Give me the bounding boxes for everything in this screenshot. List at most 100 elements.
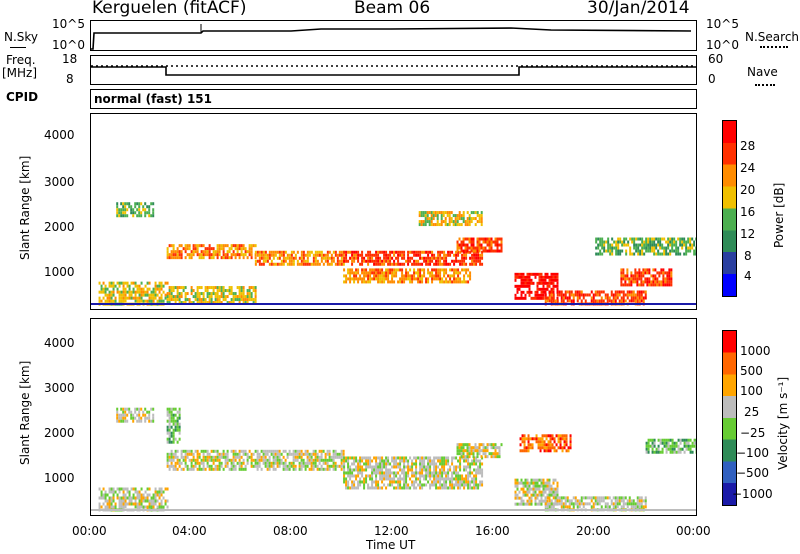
heatmap-cell <box>454 220 457 224</box>
heatmap-cell <box>152 296 155 300</box>
heatmap-cell <box>168 419 171 423</box>
heatmap-cell <box>481 468 484 472</box>
heatmap-cell <box>154 499 157 503</box>
heatmap-cell <box>636 499 639 503</box>
heatmap-cell <box>665 441 668 445</box>
heatmap-cell <box>611 249 614 253</box>
heatmap-cell <box>614 299 617 303</box>
heatmap-cell <box>419 256 422 260</box>
heatmap-cell <box>142 499 145 503</box>
heatmap-cell <box>659 237 662 241</box>
heatmap-cell <box>431 280 434 284</box>
heatmap-cell <box>435 271 438 275</box>
heatmap-cell <box>449 280 452 284</box>
heatmap-cell <box>481 250 484 254</box>
heatmap-cell <box>146 293 149 297</box>
heatmap-cell <box>632 505 635 509</box>
heatmap-cell <box>693 240 696 244</box>
heatmap-cell <box>140 496 143 500</box>
heatmap-cell <box>200 286 203 290</box>
heatmap-cell <box>500 443 503 447</box>
heatmap-cell <box>423 250 426 254</box>
heatmap-cell <box>494 452 497 456</box>
heatmap-cell <box>144 413 147 417</box>
heatmap-cell <box>401 468 404 472</box>
heatmap-cell <box>148 299 151 303</box>
heatmap-cell <box>369 462 372 466</box>
heatmap-cell <box>549 440 552 444</box>
heatmap-cell <box>138 284 141 288</box>
heatmap-cell <box>124 211 127 215</box>
heatmap-cell <box>561 437 564 441</box>
heatmap-cell <box>616 290 619 294</box>
heatmap-cell <box>460 449 463 453</box>
heatmap-cell <box>536 478 539 482</box>
heatmap-cell <box>552 493 555 497</box>
heatmap-cell <box>580 499 583 503</box>
heatmap-cell <box>476 237 479 241</box>
heatmap-cell <box>431 250 434 254</box>
heatmap-cell <box>347 277 350 281</box>
heatmap-cell <box>482 246 485 250</box>
heatmap-cell <box>622 296 625 300</box>
heatmap-cell <box>643 243 646 247</box>
heatmap-cell <box>134 496 137 500</box>
heatmap-cell <box>140 499 143 503</box>
heatmap-cell <box>158 505 161 509</box>
heatmap-cell <box>290 452 293 456</box>
heatmap-cell <box>174 407 177 411</box>
heatmap-cell <box>136 299 139 303</box>
heatmap-cell <box>620 505 623 509</box>
heatmap-cell <box>451 268 454 272</box>
heatmap-cell <box>608 296 611 300</box>
heatmap-cell <box>194 458 197 462</box>
heatmap-cell <box>526 272 529 276</box>
heatmap-cell <box>524 478 527 482</box>
heatmap-cell <box>671 441 674 445</box>
heatmap-cell <box>216 256 219 260</box>
heatmap-cell <box>488 452 491 456</box>
heatmap-cell <box>630 290 633 294</box>
heatmap-cell <box>198 298 201 302</box>
heatmap-cell <box>116 496 119 500</box>
heatmap-cell <box>405 471 408 475</box>
heatmap-cell <box>548 496 551 500</box>
heatmap-cell <box>102 281 105 285</box>
heatmap-cell <box>560 296 563 300</box>
heatmap-cell <box>150 214 153 218</box>
heatmap-cell <box>160 499 163 503</box>
heatmap-cell <box>421 250 424 254</box>
heatmap-cell <box>132 296 135 300</box>
heatmap-cell <box>592 505 595 509</box>
heatmap-cell <box>644 505 647 509</box>
heatmap-cell <box>574 502 577 506</box>
heatmap-cell <box>424 214 427 218</box>
heatmap-cell <box>565 434 568 438</box>
heatmap-cell <box>180 301 183 305</box>
heatmap-cell <box>429 456 432 460</box>
heatmap-cell <box>296 250 299 254</box>
heatmap-cell <box>383 262 386 266</box>
heatmap-cell <box>294 455 297 459</box>
heatmap-cell <box>194 244 197 248</box>
heatmap-cell <box>546 496 549 500</box>
heatmap-cell <box>626 502 629 506</box>
heatmap-cell <box>206 295 209 299</box>
heatmap-cell <box>576 505 579 509</box>
heatmap-cell <box>460 452 463 456</box>
heatmap-cell <box>419 274 422 278</box>
heatmap-cell <box>250 452 253 456</box>
heatmap-cell <box>226 301 229 305</box>
heatmap-cell <box>628 499 631 503</box>
heatmap-cell <box>365 253 368 257</box>
heatmap-cell <box>330 256 333 260</box>
heatmap-cell <box>160 284 163 288</box>
heatmap-cell <box>120 505 123 509</box>
heatmap-cell <box>561 434 564 438</box>
heatmap-cell <box>206 253 209 257</box>
heatmap-cell <box>630 283 633 287</box>
heatmap-cell <box>120 299 123 303</box>
heatmap-cell <box>460 240 463 244</box>
heatmap-cell <box>547 440 550 444</box>
heatmap-cell <box>294 467 297 471</box>
